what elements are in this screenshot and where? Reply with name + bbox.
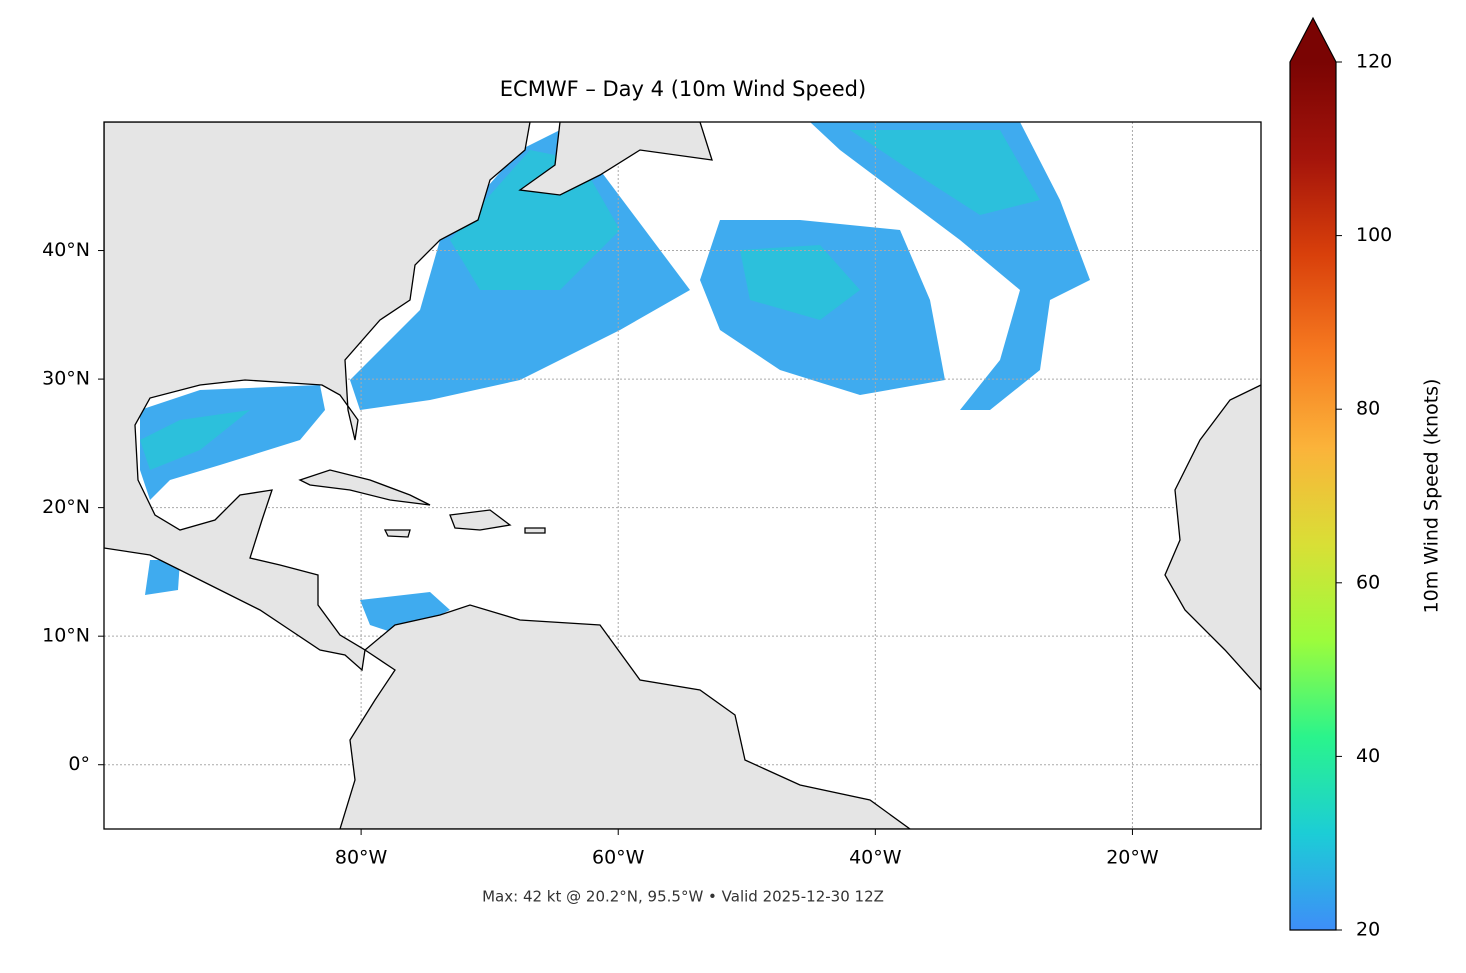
- x-tick-label: 40°W: [849, 847, 902, 869]
- map-area: [104, 122, 1261, 829]
- chart-title: ECMWF – Day 4 (10m Wind Speed): [500, 77, 866, 101]
- wind-swath: [145, 560, 180, 595]
- wind-field: [140, 122, 1090, 635]
- wind-swath: [140, 385, 325, 500]
- north-america: [104, 122, 531, 672]
- plot-frame: [103, 121, 1262, 830]
- colorbar-outline: [1289, 16, 1337, 931]
- colorbar-tick-label: 40: [1356, 745, 1380, 767]
- x-tick-label: 80°W: [335, 847, 388, 869]
- axes: 80°W 60°W 40°W 20°W 0° 10°N 20°N 30°N 40°N: [42, 239, 1159, 868]
- colorbar-label: 10m Wind Speed (knots): [1421, 379, 1443, 614]
- south-america: [339, 604, 912, 829]
- colorbar-tick-label: 60: [1356, 571, 1380, 593]
- x-tick-label: 60°W: [592, 847, 645, 869]
- africa: [1164, 384, 1261, 691]
- cuba: [298, 469, 431, 506]
- colorbar-tick-label: 20: [1356, 919, 1380, 941]
- colorbar-scale: [1290, 62, 1336, 930]
- jamaica: [383, 529, 411, 538]
- wind-swath: [140, 410, 250, 470]
- wind-swath: [850, 130, 1040, 215]
- colorbar-tick-label: 120: [1356, 51, 1392, 73]
- y-tick-label: 40°N: [42, 239, 90, 261]
- colorbar-extend: [1290, 18, 1336, 62]
- wind-swath: [740, 245, 860, 320]
- y-tick-label: 0°: [68, 753, 90, 775]
- atlantic-canada: [518, 122, 713, 196]
- land: [104, 122, 1261, 829]
- colorbar-tick-label: 100: [1356, 224, 1392, 246]
- colorbar: 20 40 60 80 100 120 10m Wind Speed (knots): [1289, 16, 1443, 941]
- footer-note: Max: 42 kt @ 20.2°N, 95.5°W • Valid 2025…: [482, 888, 884, 906]
- hispaniola: [449, 509, 512, 531]
- puerto-rico: [524, 527, 546, 534]
- wind-swath: [360, 592, 450, 635]
- y-tick-label: 10°N: [42, 625, 90, 647]
- y-tick-label: 30°N: [42, 368, 90, 390]
- y-tick-label: 20°N: [42, 496, 90, 518]
- x-tick-label: 20°W: [1106, 847, 1159, 869]
- colorbar-tick-label: 80: [1356, 398, 1380, 420]
